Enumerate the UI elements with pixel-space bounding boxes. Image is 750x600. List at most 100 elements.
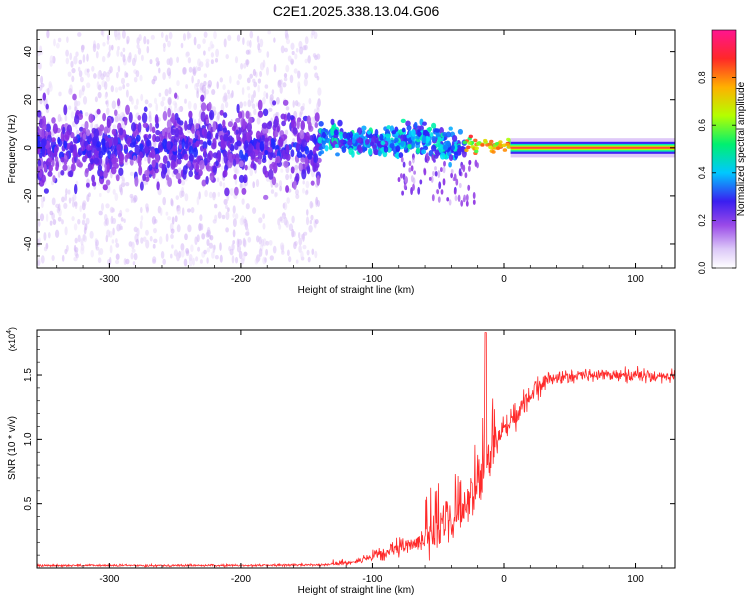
spectrogram-core-cell xyxy=(119,127,123,136)
spectrogram-core-cell xyxy=(282,99,289,106)
spectrogram-halo-cell xyxy=(253,90,256,99)
spectrogram-core-cell xyxy=(51,117,56,124)
spectrogram-bright-cell xyxy=(480,143,485,147)
spectrogram-halo-cell xyxy=(214,203,218,209)
spectrogram-core-cell xyxy=(134,144,140,156)
spectrogram-halo-cell xyxy=(68,88,73,95)
spectrogram-band-tail-cell xyxy=(430,175,434,183)
colorbar-tick-label: 0.0 xyxy=(697,262,707,275)
spectrogram-core-cell xyxy=(62,164,68,171)
spectrogram-halo-cell xyxy=(56,42,60,49)
spectrogram-halo-cell xyxy=(165,211,169,216)
spectrogram-halo-cell xyxy=(259,38,264,48)
spectrogram-core-cell xyxy=(129,159,134,166)
spectrogram-halo-cell xyxy=(273,37,276,43)
spectrogram-x-ticks: -300 -200 -100 0 100 xyxy=(56,30,663,285)
spectrogram-halo-cell xyxy=(198,222,202,232)
spectrogram-core-cell xyxy=(151,126,156,134)
spectrogram-core-cell xyxy=(105,141,110,148)
spectrogram-core-cell xyxy=(264,170,269,178)
spectrogram-halo-cell xyxy=(171,244,174,249)
spectrogram-core-cell xyxy=(38,169,43,179)
spectrogram-band-tail-cell xyxy=(450,172,453,179)
spectrogram-halo-cell xyxy=(182,33,187,41)
spectrogram-core-cell xyxy=(234,186,239,196)
spectrogram-band-tail-cell xyxy=(410,175,414,183)
spectrogram-band-tail-cell xyxy=(403,183,407,190)
spectrogram-halo-cell xyxy=(292,138,296,143)
spectrogram-core-cell xyxy=(116,98,121,107)
spectrogram-core-cell xyxy=(63,139,67,149)
spectrogram-band-cell xyxy=(400,134,405,142)
spectrogram-core-cell xyxy=(62,126,66,135)
spectrogram-core-cell xyxy=(139,143,144,150)
spectrogram-halo-cell xyxy=(205,58,210,63)
spectrogram-halo-cell xyxy=(201,233,206,240)
spectrogram-halo-cell xyxy=(214,57,219,63)
spectrogram-halo-cell xyxy=(49,210,54,216)
spectrogram-halo-cell xyxy=(264,84,269,89)
spectrogram-halo-cell xyxy=(210,52,214,58)
spectrogram-halo-cell xyxy=(123,218,126,223)
snr-x-tick-label: 100 xyxy=(627,574,644,585)
spectrogram-halo-cell xyxy=(193,36,197,46)
spectrogram-core-cell xyxy=(154,114,159,125)
spectrogram-halo-cell xyxy=(187,32,192,39)
spectrogram-halo-cell xyxy=(65,57,70,65)
spectrogram-halo-cell xyxy=(101,55,106,63)
spectrogram-halo-cell xyxy=(166,168,171,176)
spectrogram-halo-cell xyxy=(190,244,194,253)
spectrogram-y-tick-label: 20 xyxy=(23,94,34,106)
spectrogram-halo-cell xyxy=(273,63,277,73)
spectrogram-halo-cell xyxy=(317,87,322,96)
spectrogram-core-cell xyxy=(257,151,263,161)
spectrogram-halo-cell xyxy=(197,79,200,84)
spectrogram-halo-cell xyxy=(139,74,143,82)
spectrogram-core-cell xyxy=(41,122,47,131)
spectrogram-band-tail-cell xyxy=(408,167,412,173)
spectrogram-halo-cell xyxy=(265,240,270,246)
spectrogram-halo-cell xyxy=(197,246,201,252)
spectrogram-core-cell xyxy=(195,123,200,130)
spectrogram-halo-cell xyxy=(111,207,116,213)
spectrogram-halo-cell xyxy=(311,248,315,255)
spectrogram-band-tail-cell xyxy=(472,191,476,200)
spectrogram-halo-cell xyxy=(269,94,274,102)
spectrogram-halo-cell xyxy=(216,81,219,89)
spectrogram-halo-cell xyxy=(294,53,298,60)
spectrogram-halo-cell xyxy=(80,247,85,255)
spectrogram-core-cell xyxy=(85,182,90,188)
spectrogram-halo-cell xyxy=(140,54,144,62)
spectrogram-core-cell xyxy=(63,104,68,116)
spectrogram-band-cell xyxy=(317,136,323,144)
spectrogram-core-cell xyxy=(184,140,189,150)
spectrogram-halo-cell xyxy=(201,84,206,94)
spectrogram-halo-cell xyxy=(249,39,252,48)
spectrogram-core-cell xyxy=(242,118,246,130)
spectrogram-halo-cell xyxy=(209,234,214,241)
spectrogram-band-cell xyxy=(341,146,347,154)
spectrogram-halo-cell xyxy=(195,256,199,262)
spectrogram-band-tail-cell xyxy=(472,199,476,205)
spectrogram-band-cell xyxy=(389,143,395,149)
spectrogram-halo-cell xyxy=(295,193,300,200)
spectrogram-halo-cell xyxy=(131,241,135,250)
spectrogram-core-cell xyxy=(144,169,150,177)
spectrogram-halo-cell xyxy=(82,200,87,207)
spectrogram-band-cell xyxy=(361,125,367,131)
spectrogram-halo-cell xyxy=(196,196,200,206)
spectrogram-halo-cell xyxy=(284,47,288,53)
spectrogram-core-cell xyxy=(264,150,269,156)
spectrogram-halo-cell xyxy=(180,42,184,49)
spectrogram-halo-cell xyxy=(102,71,107,78)
spectrogram-band-tail-cell xyxy=(437,170,441,179)
spectrogram-halo-cell xyxy=(111,239,115,244)
spectrogram-core-cell xyxy=(259,141,265,152)
spectrogram-halo-cell xyxy=(247,93,251,99)
spectrogram-core-cell xyxy=(47,157,53,163)
spectrogram-halo-cell xyxy=(279,85,283,94)
snr-panel: -300 -200 -100 0 100 0.5 1.0 1.5 Height of str… xyxy=(6,327,676,596)
spectrogram-halo-cell xyxy=(194,83,199,91)
spectrogram-halo-cell xyxy=(77,32,82,37)
spectrogram-core-cell xyxy=(189,153,194,164)
